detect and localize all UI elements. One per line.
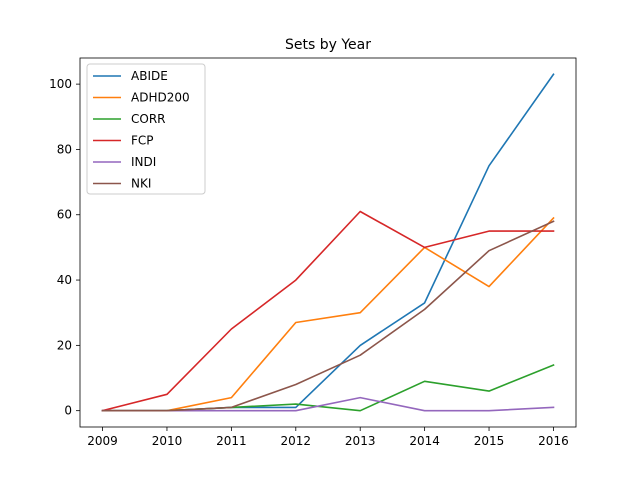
x-axis: 2009 2010 2011 2012 2013 2014 2015 2016 xyxy=(87,427,569,448)
plot-frame xyxy=(79,57,577,428)
x-tick-label: 2010 xyxy=(152,434,183,448)
series-line-indi xyxy=(101,396,555,412)
legend: ABIDE ADHD200 CORR FCP INDI NKI xyxy=(86,63,206,195)
legend-label: CORR xyxy=(131,112,166,126)
series-line-fcp xyxy=(101,210,555,412)
x-tick-label: 2013 xyxy=(345,434,376,448)
series-line-adhd200 xyxy=(101,216,555,412)
legend-box xyxy=(86,63,206,195)
x-tick-label: 2011 xyxy=(216,434,247,448)
x-tick-label: 2015 xyxy=(474,434,505,448)
series-line-nki xyxy=(101,220,555,412)
x-tick-label: 2009 xyxy=(87,434,118,448)
y-tick-label: 60 xyxy=(57,208,72,222)
legend-label: FCP xyxy=(131,134,154,148)
x-tick-label: 2012 xyxy=(281,434,312,448)
legend-label: ABIDE xyxy=(131,69,168,83)
y-axis: 0 20 40 60 80 100 xyxy=(49,77,80,418)
x-tick-label: 2016 xyxy=(538,434,569,448)
y-tick-label: 40 xyxy=(57,273,72,287)
chart-title: Sets by Year xyxy=(285,37,371,53)
legend-label: ADHD200 xyxy=(131,91,190,105)
legend-label: NKI xyxy=(131,177,151,191)
y-tick-label: 80 xyxy=(57,142,72,156)
y-tick-label: 100 xyxy=(49,77,72,91)
y-tick-label: 20 xyxy=(57,338,72,352)
legend-label: INDI xyxy=(131,155,156,169)
plot-marks xyxy=(101,73,555,412)
x-tick-label: 2014 xyxy=(409,434,440,448)
y-tick-label: 0 xyxy=(64,404,72,418)
